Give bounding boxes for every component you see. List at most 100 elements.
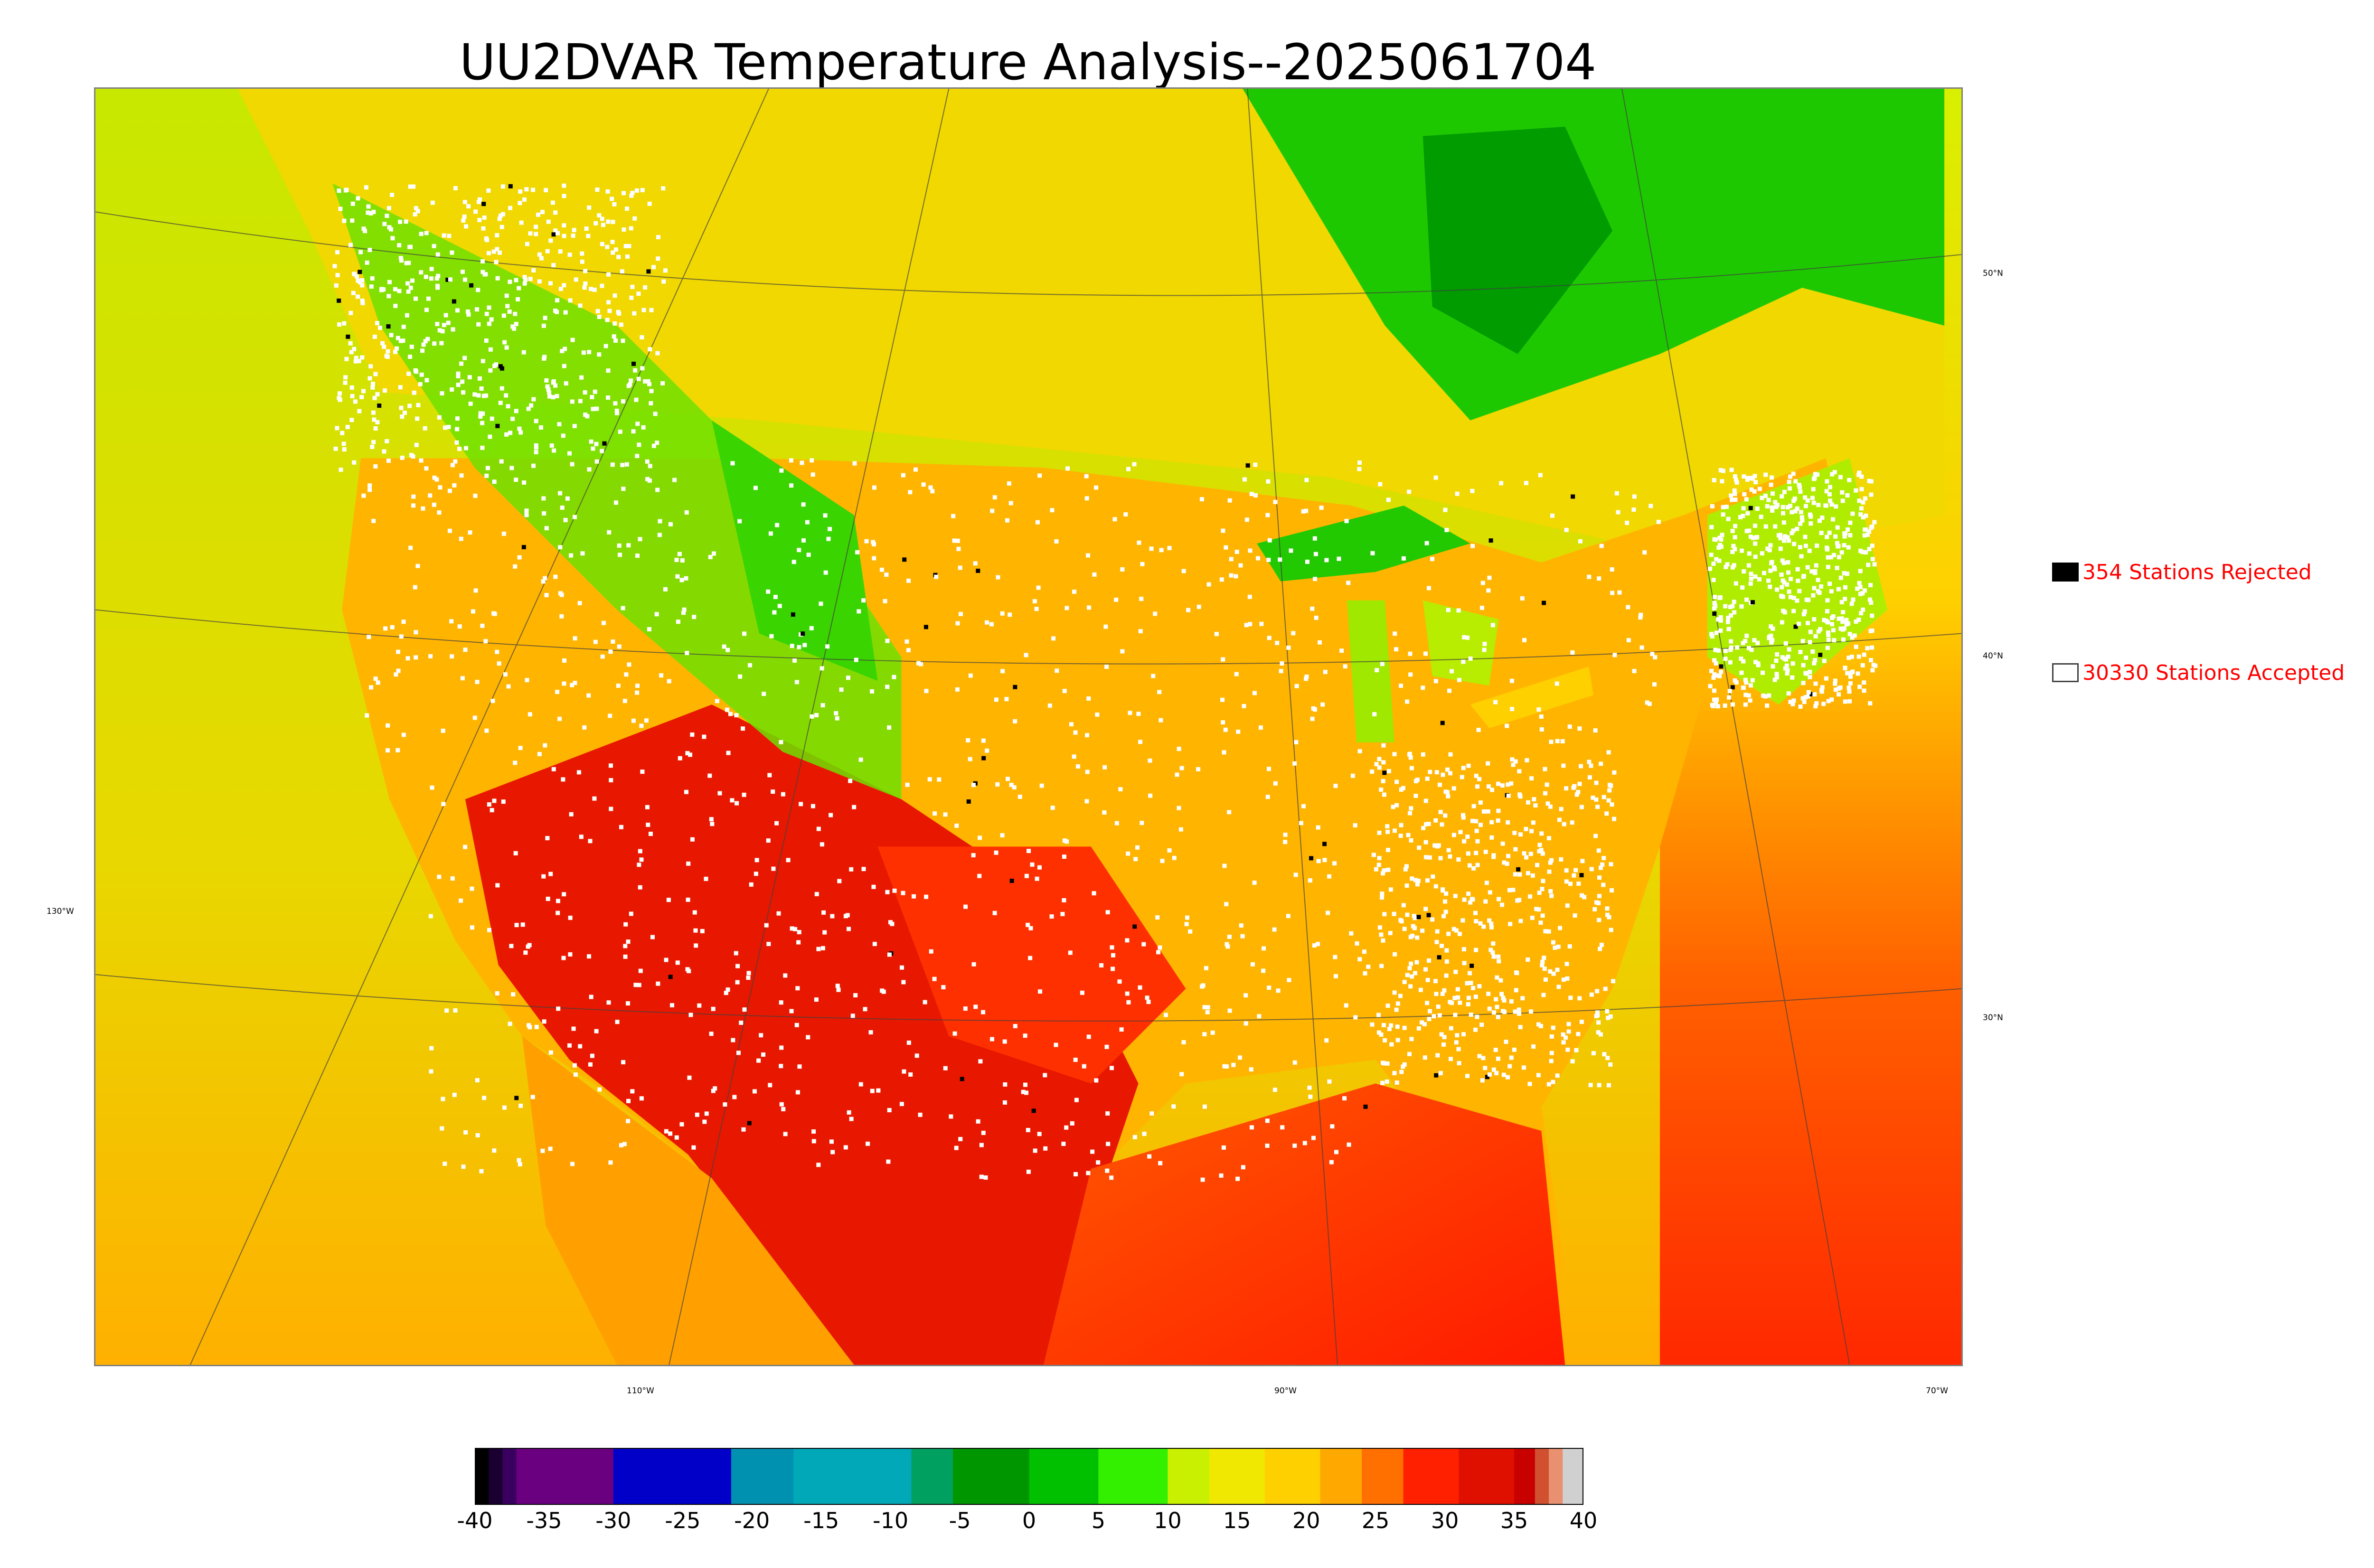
station-marker — [952, 1031, 957, 1036]
station-marker — [1072, 589, 1077, 594]
station-marker — [444, 1008, 449, 1013]
station-marker — [608, 1160, 613, 1165]
temperature-map[interactable] — [94, 87, 1963, 1366]
station-marker — [1092, 891, 1096, 896]
station-marker — [1301, 509, 1306, 514]
station-marker — [1393, 828, 1397, 833]
station-marker — [1398, 994, 1403, 998]
station-marker — [1327, 874, 1332, 879]
station-marker — [1798, 489, 1803, 494]
station-marker — [1470, 897, 1475, 902]
station-marker — [508, 1022, 512, 1026]
station-marker — [1538, 473, 1543, 478]
station-marker — [350, 218, 355, 223]
station-marker — [335, 250, 340, 254]
station-marker — [1275, 640, 1280, 645]
station-marker — [497, 661, 501, 666]
station-marker — [1425, 776, 1430, 781]
station-marker — [885, 685, 890, 689]
station-marker — [1402, 980, 1407, 985]
station-marker — [497, 216, 502, 221]
station-marker — [1587, 760, 1592, 764]
station-marker — [557, 422, 562, 427]
station-marker — [1475, 1014, 1479, 1019]
station-marker — [1425, 977, 1430, 982]
station-marker — [1395, 1038, 1400, 1042]
station-marker — [1372, 712, 1377, 716]
station-marker — [338, 207, 343, 211]
station-marker — [606, 300, 611, 305]
station-marker — [1142, 1131, 1147, 1136]
station-marker — [892, 675, 896, 679]
station-marker — [1780, 558, 1785, 563]
station-marker — [1486, 809, 1490, 814]
station-marker — [524, 508, 529, 513]
station-marker — [971, 783, 976, 788]
station-marker — [1186, 608, 1191, 612]
station-marker — [429, 1069, 433, 1074]
station-marker — [1520, 996, 1525, 1001]
station-marker — [1223, 727, 1228, 732]
colorbar-tick-label: 35 — [1500, 1508, 1528, 1533]
station-marker — [1768, 568, 1773, 573]
station-marker — [600, 654, 605, 659]
station-marker — [1502, 860, 1507, 865]
station-marker — [428, 914, 433, 919]
station-marker — [1785, 505, 1790, 510]
station-marker — [455, 427, 460, 432]
station-marker — [1833, 678, 1837, 683]
station-marker — [1869, 658, 1873, 663]
station-marker — [1239, 923, 1244, 928]
station-marker — [1206, 1005, 1210, 1010]
station-marker — [1334, 1150, 1338, 1155]
station-marker — [1550, 513, 1554, 518]
station-marker — [411, 184, 416, 189]
station-marker — [1812, 586, 1817, 591]
station-marker — [363, 229, 367, 234]
station-marker — [434, 477, 439, 482]
station-marker — [1096, 1160, 1101, 1165]
station-marker — [1863, 527, 1868, 532]
station-marker — [797, 645, 801, 649]
station-marker — [1210, 1030, 1215, 1035]
station-marker — [1499, 481, 1504, 486]
station-marker — [562, 892, 566, 897]
station-marker — [1862, 652, 1866, 657]
station-marker — [494, 362, 499, 367]
station-marker — [626, 939, 631, 944]
station-marker — [507, 309, 512, 314]
station-marker — [437, 328, 442, 333]
station-marker — [396, 336, 400, 340]
station-marker — [1861, 515, 1865, 520]
station-marker — [766, 941, 771, 946]
station-marker — [1820, 685, 1825, 690]
station-marker — [1770, 508, 1775, 513]
station-marker — [1543, 977, 1548, 982]
station-marker — [670, 1003, 675, 1007]
station-marker — [1780, 594, 1785, 599]
station-marker — [692, 910, 697, 915]
station-marker — [351, 291, 356, 295]
station-marker — [544, 188, 548, 193]
station-marker — [1847, 478, 1852, 482]
station-marker — [901, 891, 905, 895]
station-marker — [1730, 565, 1735, 570]
station-marker — [1549, 1051, 1554, 1055]
station-marker — [562, 681, 566, 686]
colorbar-tick-label: 25 — [1361, 1508, 1390, 1533]
station-marker — [941, 985, 946, 990]
station-marker — [1524, 480, 1528, 485]
station-marker — [684, 576, 688, 581]
station-marker — [1818, 584, 1823, 589]
station-marker — [342, 321, 347, 326]
station-marker — [1158, 1161, 1163, 1165]
station-marker — [1526, 957, 1530, 962]
station-marker — [1868, 583, 1873, 588]
station-marker — [1225, 942, 1229, 947]
station-marker — [924, 894, 929, 899]
station-marker — [425, 337, 430, 341]
station-marker — [450, 387, 454, 392]
station-marker — [1839, 616, 1844, 621]
station-marker — [1858, 584, 1863, 589]
station-marker — [768, 531, 773, 536]
